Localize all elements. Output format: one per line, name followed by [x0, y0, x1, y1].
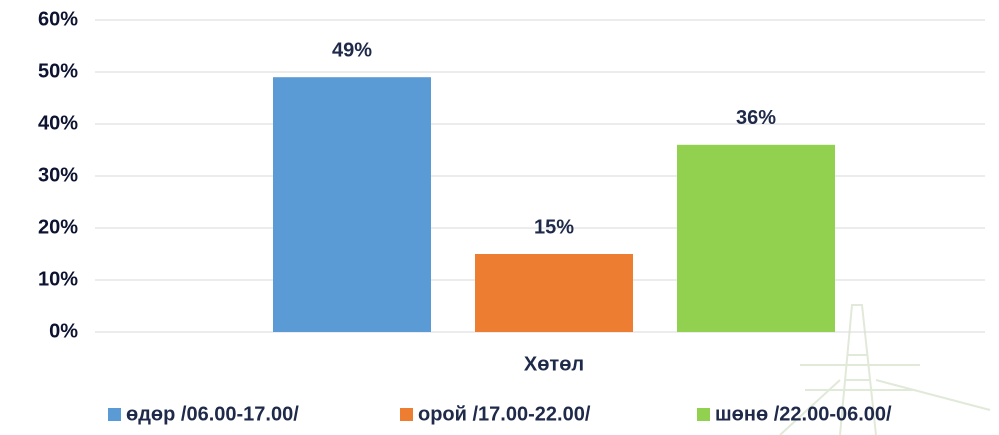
- bar: [273, 77, 431, 332]
- y-tick-label: 20%: [38, 216, 78, 238]
- legend-swatch: [400, 408, 413, 421]
- watermark-tower: [779, 304, 991, 435]
- legend-label: өдөр /06.00-17.00/: [126, 403, 299, 425]
- y-tick-label: 0%: [49, 320, 78, 342]
- bar: [677, 144, 835, 332]
- y-tick-label: 50%: [38, 60, 78, 82]
- legend-label: шөнө /22.00-06.00/: [715, 403, 892, 425]
- x-tick-label: Хөтөл: [524, 353, 584, 375]
- y-tick-label: 60%: [38, 8, 78, 30]
- legend-swatch: [108, 408, 121, 421]
- data-label: 36%: [736, 107, 776, 129]
- y-tick-label: 10%: [38, 268, 78, 290]
- y-tick-label: 30%: [38, 164, 78, 186]
- data-label: 49%: [332, 39, 372, 61]
- data-label: 15%: [534, 216, 574, 238]
- legend-label: орой /17.00-22.00/: [418, 403, 591, 425]
- bar: [475, 254, 633, 332]
- legend-swatch: [697, 408, 710, 421]
- y-tick-label: 40%: [38, 112, 78, 134]
